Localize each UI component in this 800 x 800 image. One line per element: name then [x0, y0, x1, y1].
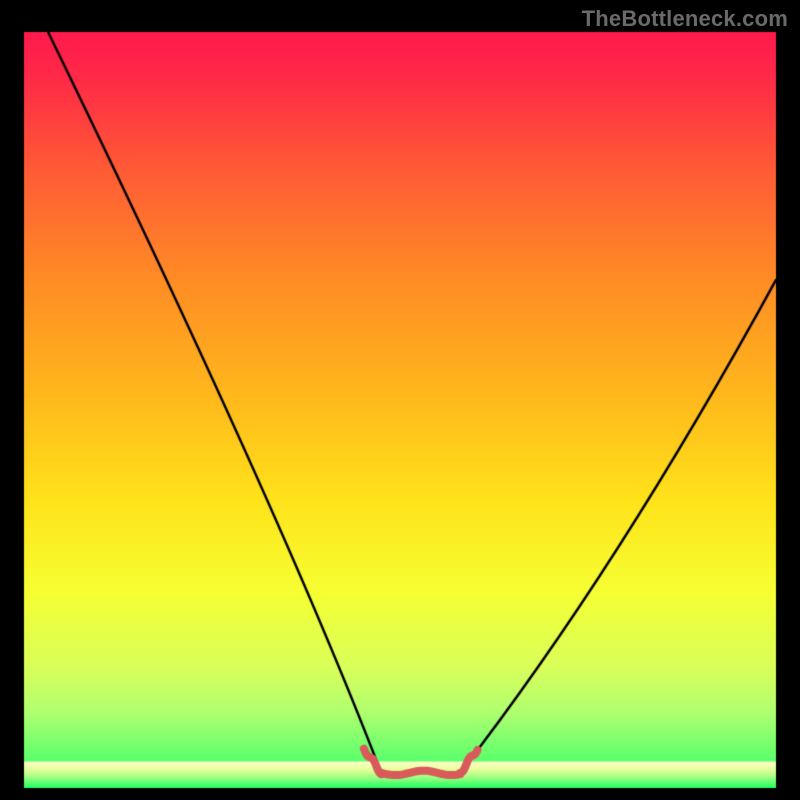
- watermark-text: TheBottleneck.com: [582, 6, 788, 32]
- chart-stage: TheBottleneck.com: [0, 0, 800, 800]
- bottleneck-chart-canvas: [0, 0, 800, 800]
